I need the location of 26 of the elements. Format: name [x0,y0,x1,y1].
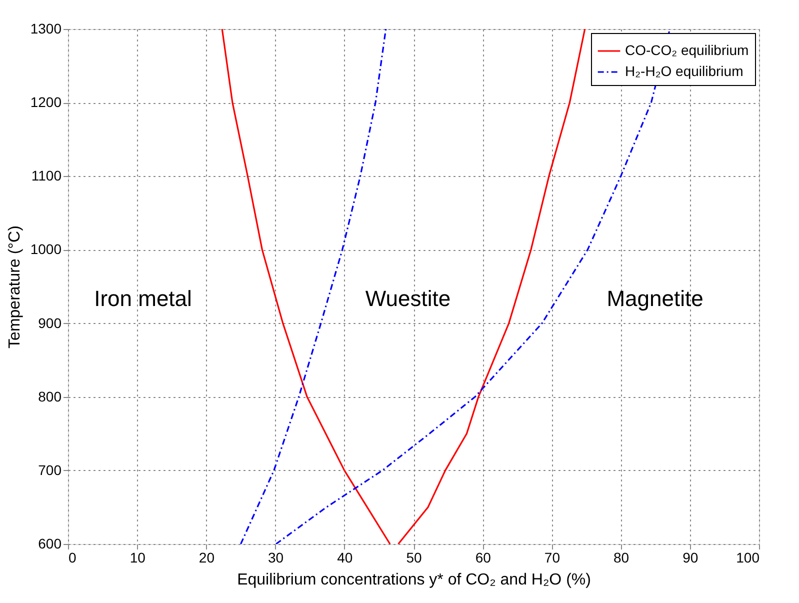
y-tick-label: 1200 [30,94,62,110]
x-tick-label: 30 [268,550,284,566]
y-axis-title: Temperature (°C) [6,226,24,348]
y-tick-label: 1000 [30,241,62,258]
x-tick-label: 20 [198,550,215,566]
x-tick-label: 0 [68,550,76,566]
y-tick-label: 600 [38,536,62,552]
x-tick-label: 40 [337,550,353,566]
annotation: Wuestite [365,286,451,311]
y-tick-label: 1300 [30,20,62,36]
x-tick-label: 70 [544,550,560,566]
x-tick-label: 80 [614,550,630,566]
annotation: Magnetite [606,286,704,311]
x-tick-label: 90 [682,550,698,566]
y-tick-label: 900 [38,314,62,331]
x-tick-label: 10 [130,550,146,566]
y-tick-label: 700 [38,462,62,478]
legend-label: H₂-H₂O equilibrium [625,63,744,79]
x-tick-label: 100 [736,550,760,566]
x-tick-label: 50 [406,550,422,566]
y-tick-label: 1100 [31,168,62,184]
annotation: Iron metal [94,286,192,311]
x-tick-label: 60 [475,550,492,566]
y-tick-label: 800 [38,388,62,404]
x-axis-title: Equilibrium concentrations y* of CO₂ and H₂O (%) [237,572,591,588]
legend-label: CO-CO₂ equilibrium [625,42,749,58]
